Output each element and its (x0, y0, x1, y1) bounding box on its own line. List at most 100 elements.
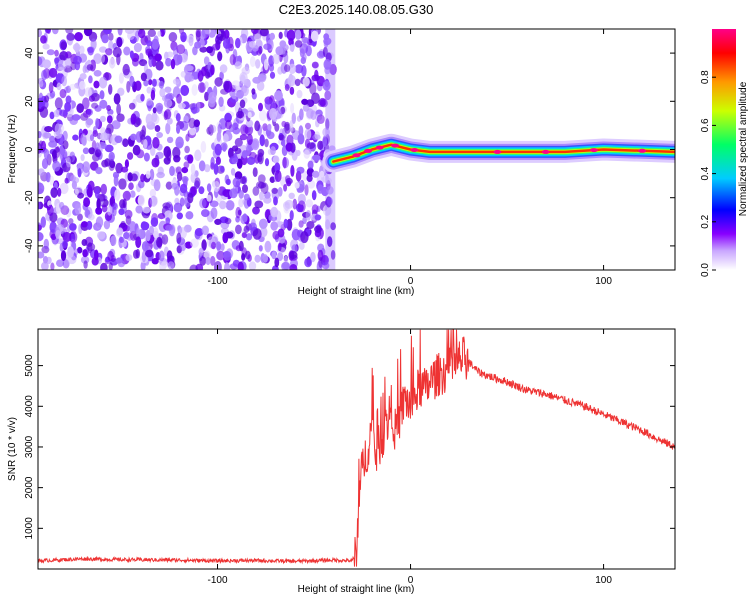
noise-blob (159, 88, 166, 98)
noise-blob (242, 213, 248, 223)
noise-blob (59, 88, 67, 99)
noise-blob (108, 84, 113, 95)
colorbar-tick-label: 0.0 (700, 263, 711, 277)
noise-blob (77, 168, 82, 178)
noise-blob (46, 256, 52, 265)
noise-blob (204, 164, 211, 173)
noise-blob (95, 207, 103, 215)
noise-blob (307, 160, 314, 170)
noise-blob (59, 109, 68, 117)
noise-blob (115, 257, 123, 264)
noise-blob (95, 118, 100, 129)
y-tick-label: -20 (24, 190, 35, 205)
noise-blob (54, 57, 60, 64)
noise-blob (200, 141, 207, 153)
noise-blob (325, 177, 332, 184)
noise-blob (305, 210, 312, 221)
noise-blob (272, 53, 281, 65)
noise-blob (87, 47, 94, 56)
noise-blob (67, 254, 77, 265)
noise-blob (130, 113, 137, 125)
noise-blob (82, 97, 90, 110)
noise-blob (241, 150, 248, 159)
noise-blob (115, 162, 123, 174)
noise-blob (271, 251, 277, 260)
noise-blob (74, 188, 79, 196)
noise-blob (70, 174, 76, 182)
noise-blob (112, 46, 122, 58)
noise-blob (210, 207, 218, 220)
noise-blob (264, 240, 272, 253)
noise-blob (281, 261, 290, 270)
noise-blob (180, 31, 187, 43)
noise-blob (216, 131, 222, 142)
noise-blob (77, 246, 83, 254)
signal-band-6 (332, 143, 675, 163)
noise-blob (81, 221, 88, 228)
noise-blob (268, 214, 273, 221)
noise-blob (326, 197, 333, 206)
y-tick-label: 5000 (24, 354, 35, 377)
noise-blob (150, 89, 156, 101)
noise-blob (140, 221, 150, 231)
noise-blob (300, 56, 306, 65)
noise-blob (143, 152, 150, 162)
noise-blob (190, 163, 196, 176)
noise-blob (114, 189, 121, 201)
noise-blob (66, 157, 72, 168)
noise-blob (224, 217, 232, 225)
noise-blob (254, 200, 264, 209)
noise-blob (296, 166, 305, 174)
spectrogram-y-axis-title: Frequency (Hz) (7, 115, 18, 184)
snr-line-layer (38, 329, 675, 567)
noise-blob (252, 167, 258, 178)
noise-blob (274, 162, 281, 173)
noise-blob (317, 184, 324, 194)
noise-blob (262, 123, 268, 131)
noise-blob (60, 41, 67, 50)
noise-blob (140, 72, 147, 82)
noise-blob (38, 131, 42, 139)
noise-blob (297, 200, 306, 213)
noise-blob (289, 210, 294, 221)
noise-blob (298, 220, 304, 228)
noise-blob (74, 42, 80, 53)
noise-blob (83, 197, 91, 208)
noise-blob (44, 95, 50, 103)
snr-series-line (38, 329, 675, 567)
noise-blob (57, 187, 62, 197)
noise-blob (146, 98, 153, 106)
noise-blob (155, 60, 164, 71)
noise-blob (82, 161, 91, 174)
noise-blob (296, 89, 303, 99)
noise-blob (40, 35, 47, 44)
noise-blob (38, 232, 44, 242)
noise-blob (299, 108, 304, 121)
noise-blob (323, 59, 332, 70)
noise-blob (299, 48, 305, 58)
noise-blob (241, 85, 249, 97)
noise-blob (234, 61, 242, 70)
noise-blob (248, 261, 257, 270)
noise-blob (173, 202, 183, 213)
noise-blob (77, 213, 83, 221)
colorbar-label: Normalized spectral amplitude (738, 81, 749, 216)
noise-blob (322, 135, 328, 148)
noise-blob (149, 168, 155, 181)
noise-blob (69, 223, 77, 231)
noise-blob (191, 84, 198, 96)
signal-peak (589, 148, 598, 153)
noise-blob (289, 264, 298, 270)
noise-blob (223, 133, 229, 143)
noise-blob (65, 51, 72, 59)
noise-blob (289, 86, 295, 95)
noise-blob (133, 249, 139, 259)
noise-blob (323, 40, 329, 48)
noise-blob (206, 46, 214, 54)
noise-blob (208, 91, 217, 104)
noise-blob (62, 231, 72, 243)
noise-blob (108, 262, 113, 270)
noise-blob (290, 102, 295, 114)
noise-blob (111, 120, 121, 130)
noise-blob (86, 64, 94, 71)
